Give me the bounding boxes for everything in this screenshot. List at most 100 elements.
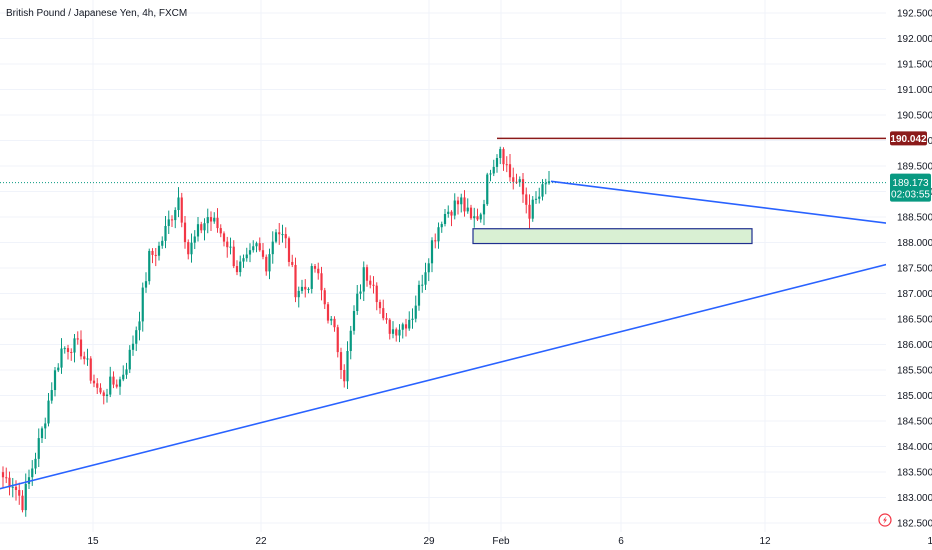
y-tick-label: 191.500 <box>897 60 932 71</box>
candle-body <box>206 217 209 224</box>
candle <box>320 266 323 301</box>
candle-body <box>203 223 206 231</box>
candle <box>232 240 235 269</box>
candle <box>239 255 242 277</box>
candle-body <box>320 273 323 291</box>
candle-body <box>378 302 382 309</box>
candle-body <box>395 329 398 336</box>
candle <box>326 301 330 324</box>
candle <box>362 261 365 301</box>
y-tick-label: 183.500 <box>897 468 932 479</box>
candle <box>401 322 404 339</box>
x-tick-label: 12 <box>759 536 771 547</box>
candle <box>47 393 50 427</box>
candle-body <box>265 256 268 272</box>
candle <box>229 237 232 255</box>
candle <box>492 159 495 177</box>
candle <box>226 236 229 258</box>
resistance-price-label: 190.042 <box>890 134 927 145</box>
candle-body <box>128 349 131 370</box>
candle-body <box>359 291 362 294</box>
candle <box>167 210 170 235</box>
candle <box>92 374 96 388</box>
candle-body <box>14 486 18 491</box>
candle-body <box>492 166 495 174</box>
candle-body <box>24 483 27 511</box>
candle-body <box>252 246 255 251</box>
candle <box>391 321 395 339</box>
time-axis[interactable]: 8152229Feb6121926Mar611 <box>0 536 932 547</box>
candle-body <box>180 197 183 223</box>
candle <box>44 417 47 440</box>
candle <box>86 348 89 366</box>
candle <box>287 236 291 267</box>
candle-body <box>343 369 346 382</box>
candle <box>502 147 505 171</box>
candle-body <box>304 286 307 290</box>
candle <box>463 190 466 217</box>
candle <box>219 224 222 238</box>
candle-body <box>362 267 365 292</box>
candle-body <box>313 266 317 269</box>
candle-body <box>495 157 499 167</box>
candle-body <box>456 200 460 205</box>
candle-body <box>401 324 404 330</box>
lightning-icon[interactable] <box>878 513 892 527</box>
candle <box>482 199 486 226</box>
x-tick-label: 29 <box>423 536 435 547</box>
candle <box>265 254 268 276</box>
candle <box>518 176 521 187</box>
candle-body <box>34 458 37 469</box>
x-tick-label: 15 <box>87 536 99 547</box>
candle <box>512 167 515 190</box>
candle <box>333 316 336 332</box>
candle-body <box>60 348 63 368</box>
candle <box>313 263 317 273</box>
y-tick-label: 184.500 <box>897 417 932 428</box>
candle-body <box>473 216 476 219</box>
candle <box>284 227 287 249</box>
price-axis[interactable]: 192.500192.000191.500191.000190.500190.0… <box>897 9 932 530</box>
candle-body <box>258 243 261 251</box>
candle-body <box>92 380 96 384</box>
candle-body <box>47 400 50 424</box>
candle-body <box>131 343 135 350</box>
candle-body <box>151 250 154 255</box>
candle <box>76 331 79 345</box>
candle <box>196 217 200 242</box>
price-axis-panel[interactable] <box>886 0 932 550</box>
candle-body <box>443 213 447 224</box>
candle <box>414 295 417 323</box>
candle <box>187 239 190 260</box>
candle <box>411 308 414 329</box>
candle <box>177 187 180 218</box>
candle <box>378 299 382 314</box>
candle-body <box>222 233 226 242</box>
candle <box>521 172 525 203</box>
last-price-label: 189.173 <box>892 178 929 189</box>
trendline <box>0 262 893 490</box>
candle-body <box>73 338 76 353</box>
candle <box>541 179 544 201</box>
candle <box>443 208 447 227</box>
candle-body <box>154 254 157 256</box>
candle-body <box>369 280 372 285</box>
candle <box>18 482 21 505</box>
candle <box>310 263 313 294</box>
candle <box>427 258 430 282</box>
candle-body <box>138 321 141 331</box>
candle <box>479 212 482 223</box>
candle <box>157 241 161 261</box>
candle-body <box>382 308 385 319</box>
candle <box>144 272 148 293</box>
candle <box>53 366 57 397</box>
x-tick-label: 19 <box>927 536 932 547</box>
candle-body <box>70 351 73 353</box>
candle <box>242 254 245 268</box>
candle-body <box>372 284 375 286</box>
candle <box>440 221 443 233</box>
candle-body <box>424 272 427 285</box>
candle-body <box>408 319 411 329</box>
candle-body <box>157 245 161 256</box>
